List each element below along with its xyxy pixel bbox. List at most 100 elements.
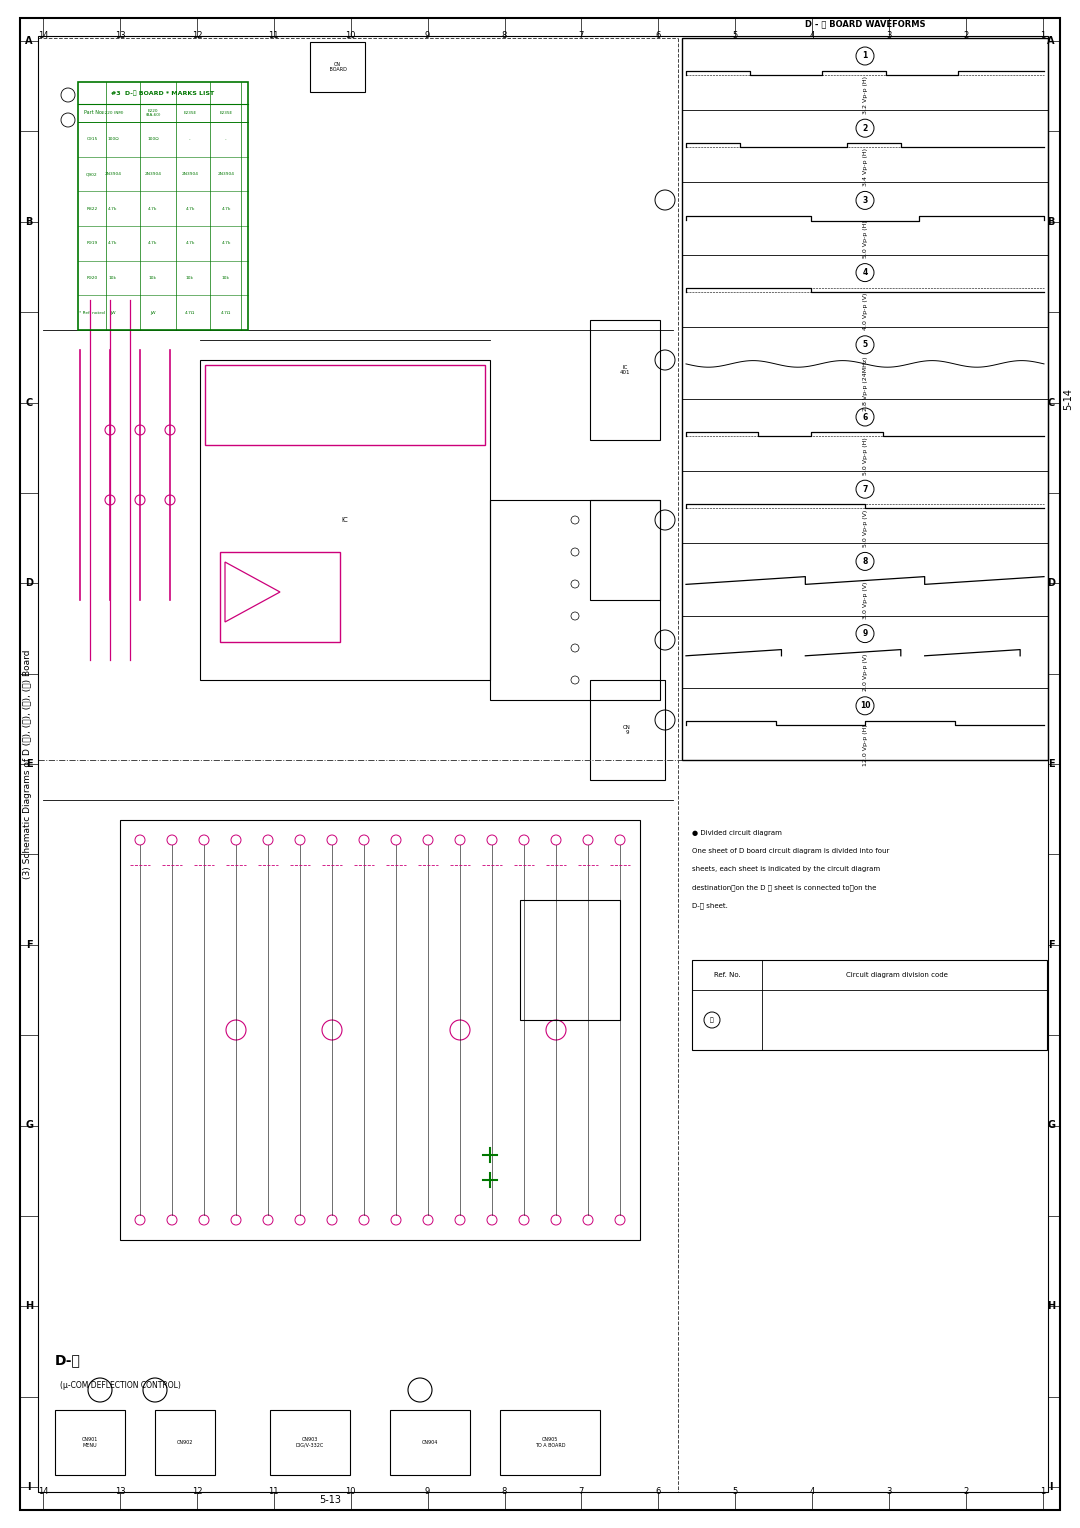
Text: R919: R919 <box>86 241 97 246</box>
Text: E235E: E235E <box>219 112 232 115</box>
Text: CN903
DIG/V-332C: CN903 DIG/V-332C <box>296 1438 324 1449</box>
Bar <box>205 365 485 445</box>
Text: E220 (NM): E220 (NM) <box>103 112 124 115</box>
Text: E220
(BA,60): E220 (BA,60) <box>145 108 161 118</box>
Text: 11: 11 <box>269 1487 279 1496</box>
Bar <box>200 361 490 680</box>
Text: 6: 6 <box>656 32 661 41</box>
Text: 5: 5 <box>732 1487 738 1496</box>
Text: 2.8 Vp-p (24MHz): 2.8 Vp-p (24MHz) <box>863 356 867 411</box>
Text: D-ⓐ: D-ⓐ <box>55 1352 81 1368</box>
Bar <box>490 500 660 700</box>
Text: IC
401: IC 401 <box>620 365 631 376</box>
Text: 5.0 Vp-p (V): 5.0 Vp-p (V) <box>863 510 867 547</box>
Text: 3.0 Vp-p (V): 3.0 Vp-p (V) <box>863 582 867 619</box>
Text: 5.0 Vp-p (H): 5.0 Vp-p (H) <box>863 437 867 475</box>
Text: 14: 14 <box>38 32 49 41</box>
Text: F: F <box>1048 940 1054 950</box>
Text: 4.7k: 4.7k <box>221 241 231 246</box>
Text: IC: IC <box>341 516 349 523</box>
Text: -: - <box>189 138 191 141</box>
Text: 4.7k: 4.7k <box>108 206 118 211</box>
Text: A: A <box>25 37 32 46</box>
Text: 8: 8 <box>862 556 867 565</box>
Text: 100Ω: 100Ω <box>147 138 159 141</box>
Bar <box>519 900 620 1021</box>
Text: F: F <box>26 940 32 950</box>
Bar <box>220 552 340 642</box>
Text: B: B <box>1048 217 1055 226</box>
Bar <box>500 1410 600 1475</box>
Text: 1: 1 <box>1040 32 1045 41</box>
Text: 14: 14 <box>38 1487 49 1496</box>
Text: 7: 7 <box>579 32 584 41</box>
Text: 5-14: 5-14 <box>1063 388 1074 410</box>
Text: 5: 5 <box>732 32 738 41</box>
Text: 12.0 Vp-p (H): 12.0 Vp-p (H) <box>863 724 867 766</box>
Text: 9: 9 <box>426 1487 430 1496</box>
Text: Part No.: Part No. <box>84 110 104 116</box>
Text: 2: 2 <box>963 32 969 41</box>
Text: 3.2 Vp-p (H): 3.2 Vp-p (H) <box>863 76 867 115</box>
Bar <box>390 1410 470 1475</box>
Text: E235E: E235E <box>184 112 197 115</box>
Text: G: G <box>1047 1120 1055 1131</box>
Text: 10k: 10k <box>149 277 157 280</box>
Text: ● Divided circuit diagram: ● Divided circuit diagram <box>692 830 782 836</box>
Text: 4: 4 <box>810 1487 814 1496</box>
Text: 2N3904: 2N3904 <box>217 173 234 176</box>
Text: H: H <box>1047 1302 1055 1311</box>
Text: 1: 1 <box>862 52 867 61</box>
Text: R822: R822 <box>86 206 97 211</box>
Text: E: E <box>26 759 32 769</box>
Text: 1: 1 <box>1040 1487 1045 1496</box>
Bar <box>681 38 1048 759</box>
Text: 3: 3 <box>862 196 867 205</box>
Text: 2N3904: 2N3904 <box>181 173 199 176</box>
Text: 4: 4 <box>862 267 867 277</box>
Text: 2N3904: 2N3904 <box>105 173 121 176</box>
Text: 7: 7 <box>862 484 867 494</box>
Bar <box>55 1410 125 1475</box>
Text: CN
9: CN 9 <box>623 724 631 735</box>
Text: 5.0 Vp-p (H): 5.0 Vp-p (H) <box>863 220 867 258</box>
Bar <box>270 1410 350 1475</box>
Text: 11: 11 <box>269 32 279 41</box>
Bar <box>78 83 248 330</box>
Text: E: E <box>1048 759 1054 769</box>
Text: D: D <box>1047 578 1055 588</box>
Text: JW: JW <box>110 310 116 315</box>
Text: Circuit diagram division code: Circuit diagram division code <box>846 972 948 978</box>
Text: G: G <box>25 1120 33 1131</box>
Bar <box>120 821 640 1241</box>
Text: Ref. No.: Ref. No. <box>714 972 741 978</box>
Text: C: C <box>1048 397 1055 408</box>
Text: CN
 BOARD: CN BOARD <box>327 61 347 72</box>
Text: 100Ω: 100Ω <box>107 138 119 141</box>
Text: JW: JW <box>150 310 156 315</box>
Text: CN902: CN902 <box>177 1439 193 1445</box>
Text: A: A <box>1048 37 1055 46</box>
Text: 4.7Ω: 4.7Ω <box>221 310 231 315</box>
Text: #3  D-ⓐ BOARD * MARKS LIST: #3 D-ⓐ BOARD * MARKS LIST <box>111 90 215 96</box>
Bar <box>590 319 660 440</box>
Text: 9: 9 <box>862 630 867 639</box>
Text: 6: 6 <box>862 413 867 422</box>
Text: 6: 6 <box>656 1487 661 1496</box>
Text: 13: 13 <box>114 32 125 41</box>
Text: CN905
TO A BOARD: CN905 TO A BOARD <box>535 1438 565 1449</box>
Text: 10: 10 <box>860 701 870 711</box>
Bar <box>310 41 365 92</box>
Text: 4.7k: 4.7k <box>186 241 194 246</box>
Text: D: D <box>25 578 33 588</box>
Text: 10: 10 <box>346 1487 356 1496</box>
Text: 10: 10 <box>346 32 356 41</box>
Text: 8: 8 <box>502 32 508 41</box>
Text: H: H <box>25 1302 33 1311</box>
Text: C915: C915 <box>86 138 97 141</box>
Text: (3) Schematic Diagrams of D (ⓐ), (ⓑ), (ⓒ), (ⓓ) Board: (3) Schematic Diagrams of D (ⓐ), (ⓑ), (ⓒ… <box>24 649 32 879</box>
Text: D - ⓐ BOARD WAVEFORMS: D - ⓐ BOARD WAVEFORMS <box>805 18 926 28</box>
Text: 4.7k: 4.7k <box>148 241 158 246</box>
Text: * Ref. noted: * Ref. noted <box>79 310 105 315</box>
Text: -: - <box>226 138 227 141</box>
